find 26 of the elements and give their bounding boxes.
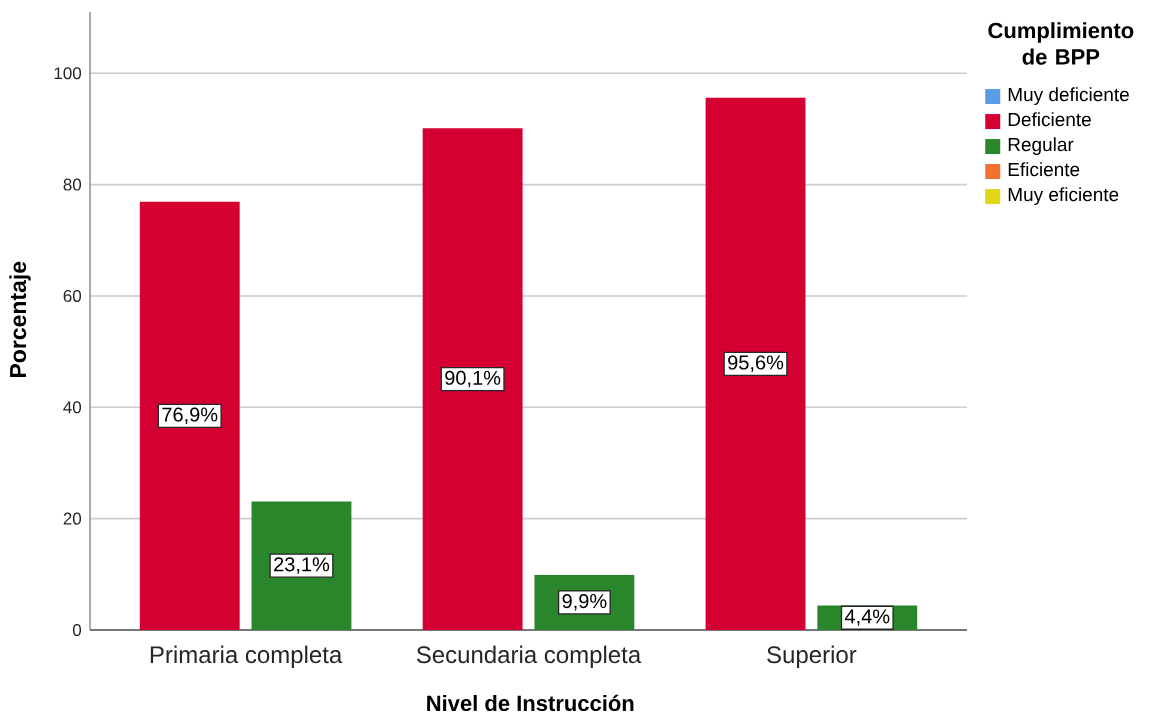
- legend-label: Muy eficiente: [1008, 187, 1119, 205]
- data-label: 95,6%: [728, 355, 784, 372]
- legend-title: Cumplimiento de BPP: [988, 22, 1134, 65]
- data-label: 9,9%: [562, 593, 607, 611]
- y-tick-label: 100: [54, 67, 82, 80]
- x-axis-title: Nivel de Instrucción: [427, 694, 634, 712]
- x-tick-label: Secundaria completa: [416, 645, 642, 668]
- y-tick-label: 0: [72, 623, 82, 637]
- y-tick-label: 80: [63, 178, 82, 191]
- data-label: 23,1%: [274, 557, 330, 574]
- y-tick-label: 40: [63, 401, 82, 414]
- data-label: 90,1%: [445, 370, 501, 388]
- y-tick-label: 60: [63, 289, 82, 302]
- data-label: 76,9%: [162, 407, 218, 424]
- y-axis-title: Porcentaje: [9, 261, 31, 378]
- legend-label: Muy deficiente: [1008, 87, 1129, 105]
- bar: [705, 97, 806, 630]
- y-tick-label: 20: [63, 512, 82, 525]
- x-tick-label: Superior: [767, 645, 857, 668]
- data-label: 4,4%: [844, 609, 890, 626]
- bar: [422, 128, 523, 630]
- bar: [139, 201, 240, 630]
- x-tick-label: Primaria completa: [150, 645, 343, 668]
- legend-label: Eficiente: [1008, 162, 1080, 177]
- legend-label: Regular: [1008, 137, 1074, 155]
- legend-label: Deficiente: [1008, 112, 1091, 127]
